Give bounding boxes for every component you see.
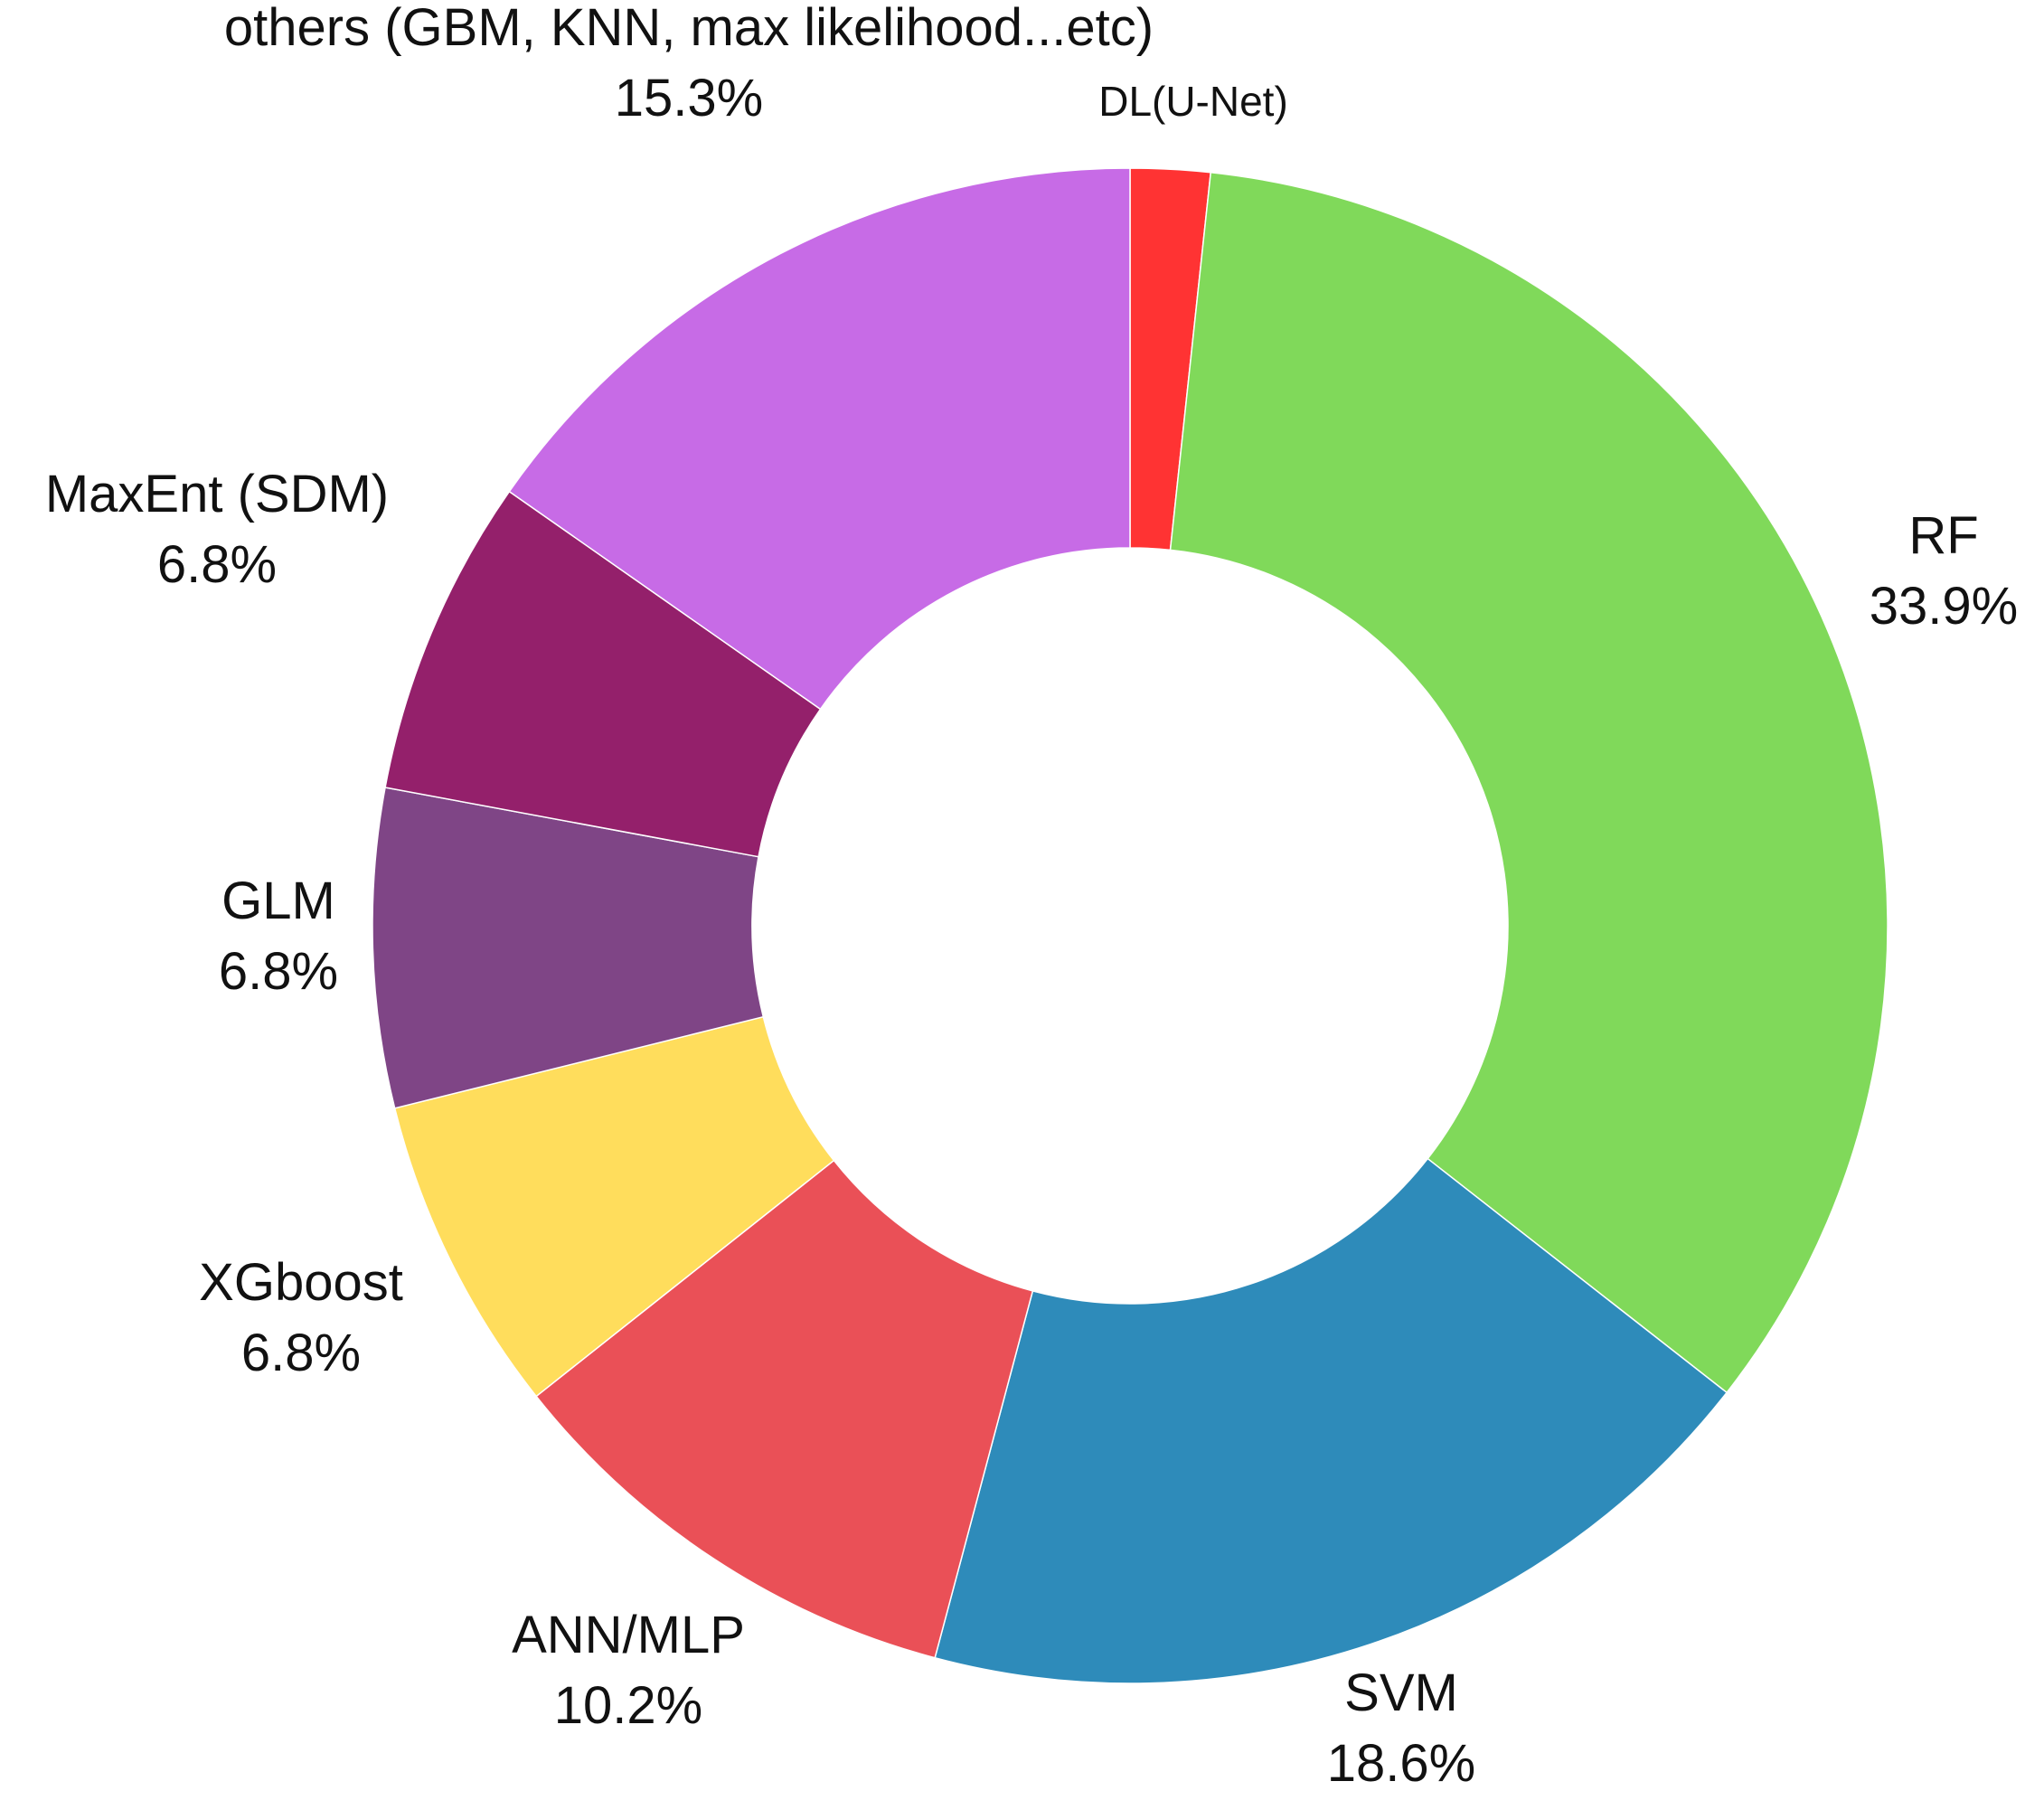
slice-ann-mlp	[535, 1159, 1034, 1659]
slice-others-gbm-knn-max-likelihood-etc-arc	[508, 167, 1131, 711]
label-rf: RF	[1908, 506, 1978, 565]
label-xgboost: XGboost	[199, 1253, 403, 1312]
label-maxent-sdm: MaxEnt (SDM)	[45, 465, 389, 523]
slice-rf	[1169, 171, 1889, 1394]
pct-others-gbm-knn-max-likelihood-etc: 15.3%	[615, 69, 763, 127]
pct-glm: 6.8%	[219, 942, 338, 1001]
donut-slices	[372, 167, 1889, 1684]
slice-ann-mlp-arc	[535, 1159, 1034, 1659]
slice-others-gbm-knn-max-likelihood-etc	[508, 167, 1131, 711]
pct-maxent-sdm: 6.8%	[157, 535, 277, 594]
slice-labels: DL(U-Net) RF 33.9% SVM 18.6% ANN/MLP 10.2% XGbo…	[45, 0, 2018, 1793]
slice-svm-arc	[934, 1157, 1728, 1684]
pct-ann-mlp: 10.2%	[554, 1676, 702, 1735]
label-ann-mlp: ANN/MLP	[512, 1606, 745, 1664]
label-svm: SVM	[1344, 1663, 1458, 1722]
slice-svm	[934, 1157, 1728, 1684]
label-dl-u-net: DL(U-Net)	[1098, 78, 1288, 125]
pct-xgboost: 6.8%	[241, 1324, 361, 1382]
label-others-gbm-knn-max-likelihood-etc: others (GBM, KNN, max likelihood...etc)	[224, 0, 1154, 57]
slice-rf-arc	[1169, 171, 1889, 1394]
pct-svm: 18.6%	[1327, 1734, 1475, 1793]
pct-rf: 33.9%	[1870, 577, 2018, 636]
label-glm: GLM	[221, 872, 335, 930]
